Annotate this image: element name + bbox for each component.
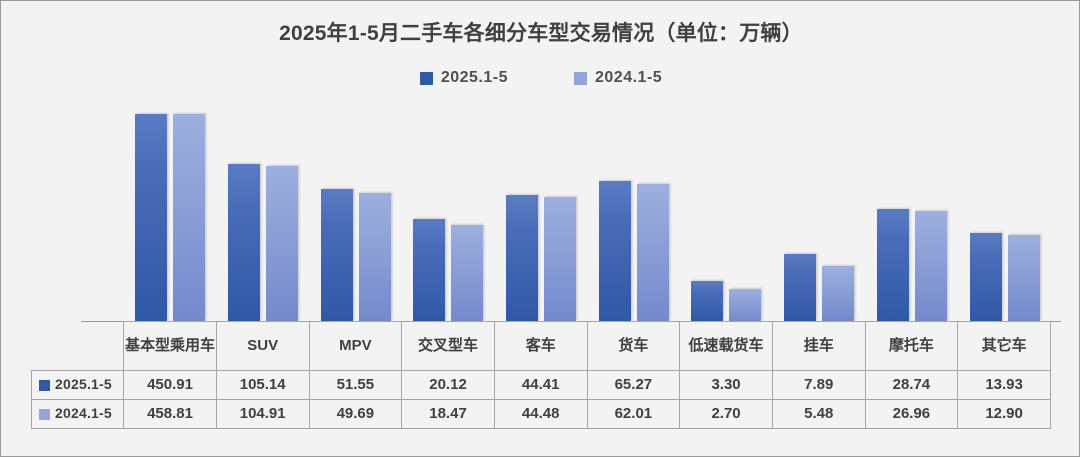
legend-swatch-icon	[419, 71, 433, 85]
bar-2024[interactable]	[729, 289, 762, 321]
table-category-header: 客车	[493, 321, 588, 371]
legend-label: 2024.1-5	[595, 69, 663, 86]
series-swatch-icon	[39, 379, 50, 391]
bar-2025[interactable]	[969, 233, 1002, 321]
table-value-cell: 2.70	[679, 399, 773, 429]
bar-group	[589, 101, 679, 321]
table-value-cell: 28.74	[864, 370, 959, 400]
table-category-header: SUV	[215, 321, 310, 371]
bar-2025[interactable]	[876, 209, 909, 321]
bar-2025[interactable]	[506, 195, 538, 321]
bar-2024[interactable]	[265, 166, 298, 321]
table-value-cell: 5.48	[771, 399, 866, 429]
table-value-cell: 7.89	[771, 370, 866, 400]
bar-2024[interactable]	[822, 266, 855, 321]
bar-2024[interactable]	[636, 184, 669, 321]
table-category-header: 货车	[586, 321, 681, 371]
table-value-cell: 458.81	[123, 399, 217, 429]
table-value-cell: 3.30	[679, 370, 773, 400]
table-row: 2024.1-5 458.81 104.91 49.69 18.47 44.48 62.01…	[30, 399, 1051, 429]
table-value-cell: 18.47	[401, 399, 495, 429]
table-value-cell: 44.41	[493, 370, 588, 400]
table-value-cell: 49.69	[308, 399, 403, 429]
bar-2024[interactable]	[544, 197, 576, 321]
plot-area	[81, 101, 1061, 322]
series-key-label: 2025.1-5	[55, 376, 112, 393]
table-category-header: 摩托车	[864, 321, 959, 371]
bar-2025[interactable]	[320, 189, 353, 321]
bar-2024[interactable]	[914, 211, 947, 321]
table-value-cell: 450.91	[123, 370, 217, 400]
table-value-cell: 62.01	[586, 399, 681, 429]
bar-2025[interactable]	[227, 164, 260, 321]
legend-swatch-icon	[574, 71, 587, 85]
table-value-cell: 51.55	[308, 370, 403, 400]
bar-2024[interactable]	[173, 114, 206, 321]
bar-group	[774, 101, 864, 321]
bar-2025[interactable]	[598, 181, 631, 321]
table-category-header: 基本型乘用车	[123, 321, 217, 371]
table-value-cell: 13.93	[957, 370, 1051, 400]
bar-2025[interactable]	[784, 254, 817, 321]
bar-2024[interactable]	[451, 225, 484, 321]
legend-item-2025[interactable]: 2025.1-5	[419, 69, 508, 87]
table-series-key: 2024.1-5	[30, 399, 125, 429]
table-value-cell: 104.91	[215, 399, 310, 429]
chart-legend: 2025.1-5 2024.1-5	[1, 69, 1079, 87]
table-corner-cell	[32, 322, 124, 371]
table-category-header: MPV	[308, 321, 403, 371]
table-category-header: 交叉型车	[401, 321, 495, 371]
table-value-cell: 105.14	[215, 370, 310, 400]
series-key-label: 2024.1-5	[55, 405, 112, 422]
table-series-key: 2025.1-5	[30, 370, 125, 400]
table-value-cell: 65.27	[586, 370, 681, 400]
bar-2025[interactable]	[691, 281, 724, 321]
bar-group	[311, 101, 401, 321]
bar-group	[403, 101, 493, 321]
bar-group	[681, 101, 771, 321]
chart-title: 2025年1-5月二手车各细分车型交易情况（单位：万辆）	[279, 22, 803, 45]
bar-group	[496, 101, 586, 321]
series-swatch-icon	[39, 408, 50, 420]
table-value-cell: 12.90	[957, 399, 1051, 429]
bar-group	[960, 101, 1050, 321]
table-header-row: 基本型乘用车 SUV MPV 交叉型车 客车 货车 低速载货车 挂车 摩托车 其它车	[32, 321, 1051, 371]
table-row: 2025.1-5 450.91 105.14 51.55 20.12 44.41 65.27…	[30, 370, 1051, 400]
bar-group	[125, 101, 215, 321]
table-value-cell: 44.48	[493, 399, 588, 429]
table-category-header: 其它车	[957, 321, 1051, 371]
bar-group	[867, 101, 957, 321]
table-value-cell: 20.12	[401, 370, 495, 400]
bar-group	[218, 101, 308, 321]
legend-item-2024[interactable]: 2024.1-5	[574, 69, 662, 87]
table-category-header: 挂车	[771, 321, 866, 371]
bar-2024[interactable]	[358, 193, 391, 321]
bar-2025[interactable]	[413, 219, 446, 321]
table-value-cell: 26.96	[864, 399, 959, 429]
bar-2024[interactable]	[1007, 235, 1040, 321]
data-table: 基本型乘用车 SUV MPV 交叉型车 客车 货车 低速载货车 挂车 摩托车 其它车 2025.1-…	[30, 321, 1051, 429]
legend-label: 2025.1-5	[440, 69, 508, 86]
table-category-header: 低速载货车	[679, 321, 773, 371]
bar-2025[interactable]	[135, 114, 168, 321]
